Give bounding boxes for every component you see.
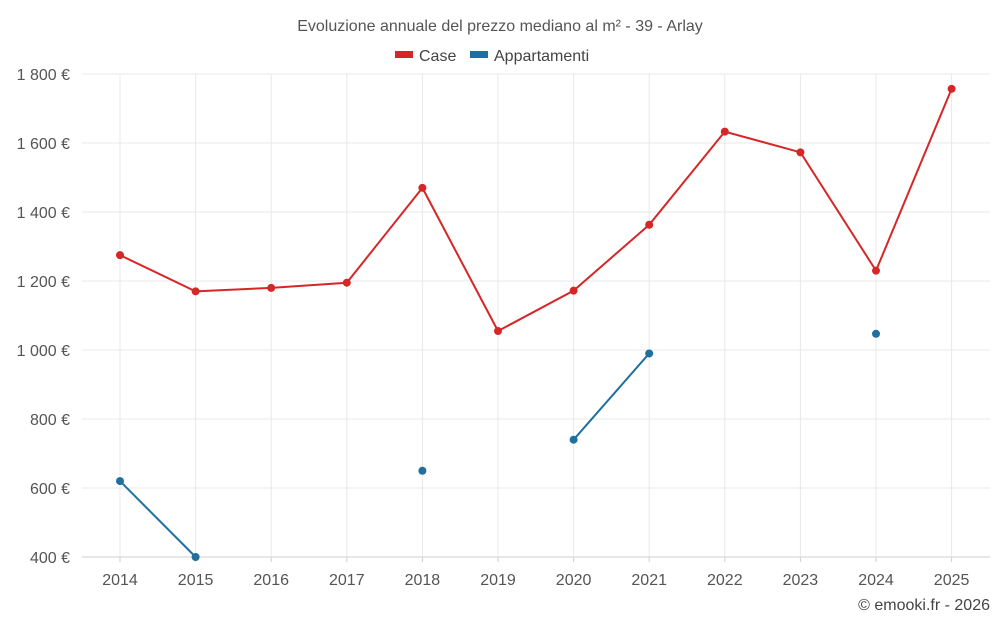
series [116,84,956,561]
y-tick-label: 1 400 € [17,205,70,222]
series-line-case [119,88,953,333]
y-tick-label: 1 200 € [17,274,70,291]
y-axis: 400 € 600 € 800 € 1 000 € 1 200 € 1 400 € 1 60… [17,67,70,567]
data-point-appartamenti-2020[interactable] [569,435,578,444]
data-point-appartamenti-2021[interactable] [645,349,654,358]
y-tick-label: 800 € [30,412,70,429]
x-tick-label: 2019 [480,572,516,589]
y-tick-label: 1 600 € [17,136,70,153]
series-line-appartamenti [572,352,650,441]
data-point-case-2023[interactable] [796,148,805,157]
data-point-case-2016[interactable] [267,283,276,292]
data-point-case-2020[interactable] [569,286,578,295]
legend-item-case[interactable]: Case [395,48,456,65]
legend-swatch-appartamenti [470,51,488,58]
credit-text: © emooki.fr - 2026 [858,597,990,614]
series-line-appartamenti [119,480,197,558]
legend-swatch-case [395,51,413,58]
data-point-appartamenti-2014[interactable] [116,477,124,486]
x-tick-label: 2015 [178,572,214,589]
data-point-case-2021[interactable] [645,220,654,229]
grid [82,73,990,558]
legend: Case Appartamenti [395,48,589,65]
data-point-appartamenti-2015[interactable] [191,553,200,561]
data-point-case-2019[interactable] [494,327,502,336]
data-point-case-2022[interactable] [720,127,729,136]
x-tick-label: 2016 [253,572,289,589]
x-tick-label: 2023 [783,572,819,589]
data-point-appartamenti-2018[interactable] [418,466,427,475]
x-tick-label: 2018 [405,572,441,589]
x-tick-label: 2022 [707,572,743,589]
data-point-case-2024[interactable] [872,266,880,275]
data-point-case-2025[interactable] [947,84,956,93]
y-tick-label: 1 000 € [17,343,70,360]
x-tick-label: 2020 [556,572,592,589]
legend-item-appartamenti[interactable]: Appartamenti [470,48,589,65]
chart-title: Evoluzione annuale del prezzo mediano al… [297,18,703,35]
y-tick-label: 400 € [30,550,70,567]
data-point-case-2014[interactable] [116,251,124,260]
x-tick-label: 2021 [631,572,667,589]
series-appartamenti [116,329,880,561]
x-tick-label: 2017 [329,572,365,589]
x-tick-label: 2024 [858,572,894,589]
legend-label-appartamenti: Appartamenti [494,48,589,65]
data-point-case-2015[interactable] [191,287,200,296]
data-point-appartamenti-2024[interactable] [872,329,880,338]
data-point-case-2017[interactable] [342,278,351,287]
x-tick-label: 2014 [102,572,138,589]
legend-label-case: Case [419,48,456,65]
y-tick-label: 1 800 € [17,67,70,84]
x-tick-label: 2025 [934,572,970,589]
data-point-case-2018[interactable] [418,183,427,192]
y-tick-label: 600 € [30,481,70,498]
series-case [116,84,956,336]
x-axis: 2014 2015 2016 2017 2018 2019 2020 2021 2022 2023… [102,557,969,589]
